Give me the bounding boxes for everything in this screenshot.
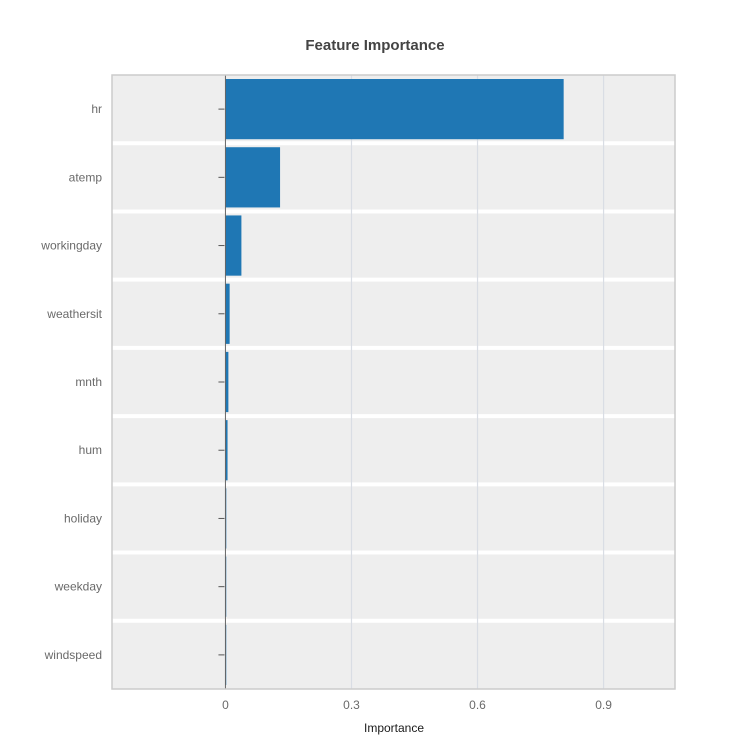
x-tick-label: 0 (222, 698, 229, 712)
y-tick-label: weathersit (46, 307, 102, 321)
y-tick-label: atemp (69, 170, 103, 184)
x-tick-label: 0.9 (595, 698, 612, 712)
y-tick-label: workingday (40, 239, 102, 253)
bar-atemp (225, 147, 281, 208)
gridlines (350, 75, 605, 689)
category-bands (112, 141, 675, 623)
x-tick-label: 0.3 (343, 698, 360, 712)
bar-workingday (225, 215, 242, 276)
y-tick-label: hum (79, 443, 102, 457)
y-tick-label: mnth (75, 375, 102, 389)
x-tick-label: 0.6 (469, 698, 486, 712)
x-axis-ticks: 0 0.3 0.6 0.9 (222, 698, 612, 712)
bar-hr (225, 79, 564, 140)
x-axis-title: Importance (364, 721, 424, 735)
y-tick-label: hr (91, 102, 102, 116)
bars (225, 79, 564, 685)
y-axis-ticks: hr atemp workingday weathersit mnth hum holida… (40, 102, 225, 662)
plot-frame (111, 74, 676, 690)
bar-mnth (225, 351, 229, 413)
y-tick-label: holiday (64, 511, 102, 525)
y-tick-label: windspeed (44, 648, 102, 662)
y-tick-label: weekday (54, 580, 102, 594)
bar-weathersit (225, 283, 230, 344)
bar-hum (225, 420, 228, 481)
plot-panel (112, 75, 675, 689)
chart-title: Feature Importance (305, 37, 444, 54)
